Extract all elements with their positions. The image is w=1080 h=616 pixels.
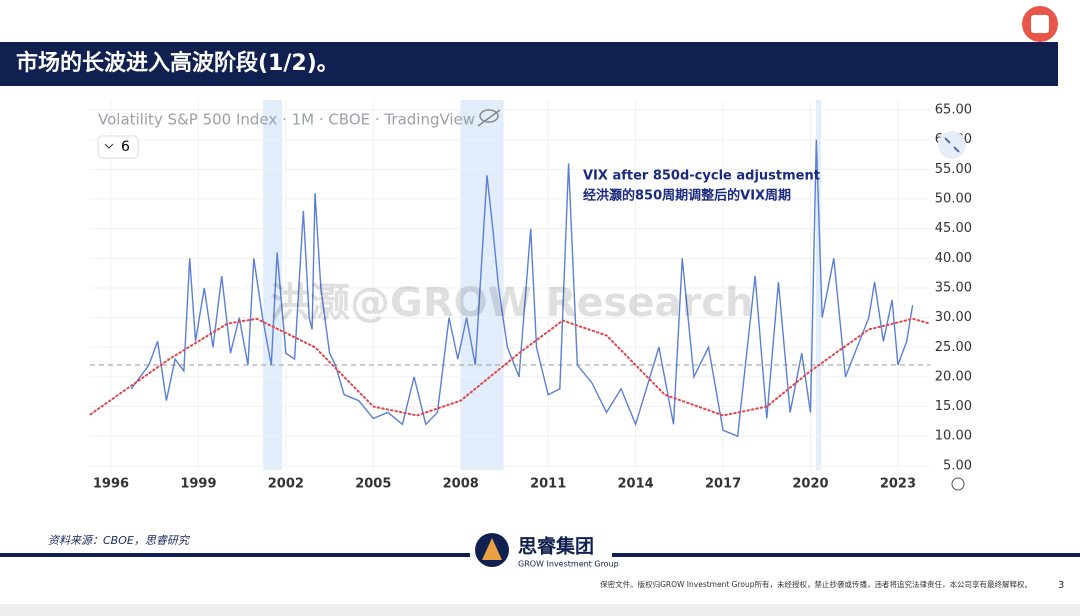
x-tick-label: 1999 <box>180 477 216 492</box>
x-tick-label: 2014 <box>618 477 654 492</box>
collapse-button <box>938 131 966 159</box>
logo-sub: GROW Investment Group <box>518 560 619 569</box>
series-line <box>130 139 914 438</box>
series-line <box>89 317 931 417</box>
y-tick-label: 15.00 <box>935 399 972 414</box>
y-tick-label: 20.00 <box>935 369 972 384</box>
slide-title: 市场的长波进入高波阶段(1/2)。 <box>16 50 339 76</box>
x-tick-label: 2011 <box>530 477 566 492</box>
x-tick-label: 2002 <box>268 477 304 492</box>
annotation: VIX after 850d-cycle adjustment <box>583 169 820 184</box>
x-tick-label: 2023 <box>880 477 916 492</box>
app-icon-glyph <box>1031 15 1049 33</box>
logo-shape <box>482 538 502 560</box>
x-tick-label: 2005 <box>355 477 391 492</box>
chart-header: Volatility S&P 500 Index · 1M · CBOE · T… <box>98 111 475 129</box>
chevron <box>104 143 114 149</box>
bottom-strip <box>0 604 1080 616</box>
watermark: 洪灏@GROW Research <box>270 280 753 326</box>
y-tick-label: 65.00 <box>935 103 972 118</box>
y-tick-label: 5.00 <box>943 458 972 473</box>
y-tick-label: 55.00 <box>935 162 972 177</box>
collapse-icon <box>944 137 960 153</box>
x-tick-label: 2017 <box>705 477 741 492</box>
settings-icon[interactable] <box>951 477 965 491</box>
logo-text: 思睿集团 <box>518 535 594 558</box>
x-tick-label: 2008 <box>443 477 479 492</box>
highlight-band <box>460 100 504 470</box>
footer-rule <box>0 553 470 557</box>
source: 资料来源：CBOE，思睿研究 <box>48 534 191 547</box>
page-number: 3 <box>1058 580 1064 591</box>
interval-select[interactable] <box>97 135 139 159</box>
highlight-band <box>816 100 821 470</box>
interval-value: 6 <box>121 139 130 155</box>
annotation: 经洪灏的850周期调整后的VIX周期 <box>583 188 791 204</box>
hide-icon[interactable] <box>477 109 501 127</box>
y-tick-label: 50.00 <box>935 192 972 207</box>
y-tick-label: 40.00 <box>935 251 972 266</box>
y-tick-label: 45.00 <box>935 221 972 236</box>
title-bar <box>0 42 1058 86</box>
y-tick-label: 35.00 <box>935 280 972 295</box>
disclaimer: 保密文件。版权归GROW Investment Group所有，未经授权，禁止抄… <box>600 579 1032 589</box>
highlight-band <box>263 100 283 470</box>
y-tick-label: 30.00 <box>935 310 972 325</box>
y-tick-label: 25.00 <box>935 340 972 355</box>
x-tick-label: 2020 <box>792 477 828 492</box>
y-tick-label: 10.00 <box>935 429 972 444</box>
x-tick-label: 1996 <box>93 477 129 492</box>
footer-rule <box>612 553 1080 557</box>
